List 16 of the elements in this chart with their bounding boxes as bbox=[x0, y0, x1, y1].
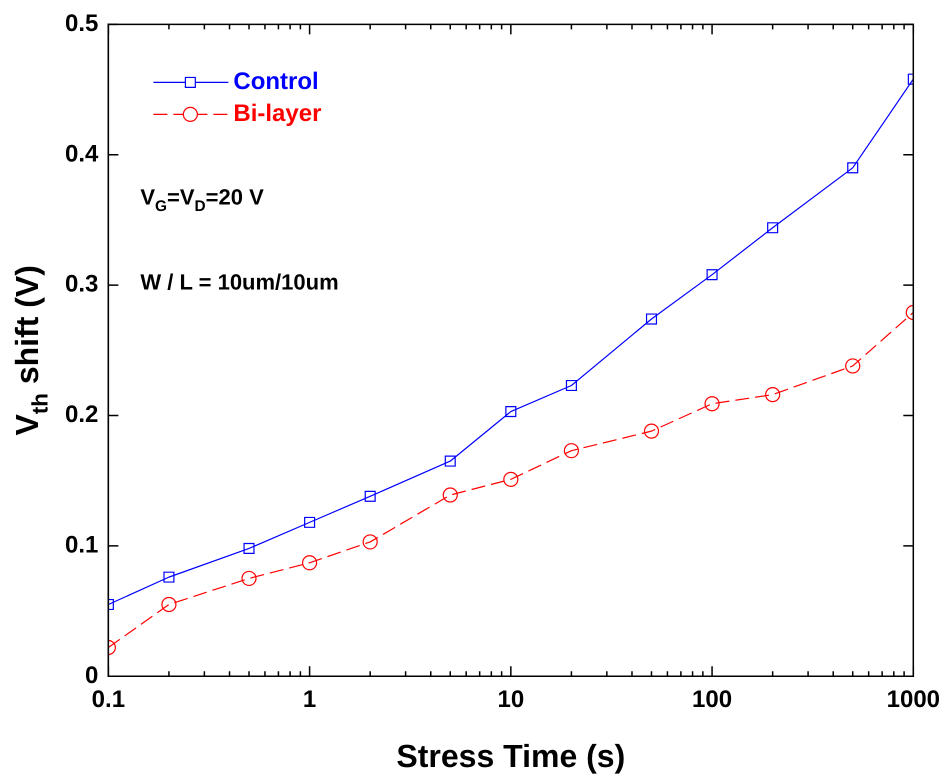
x-tick-label: 1 bbox=[302, 686, 316, 714]
y-tick-label: 0.4 bbox=[64, 140, 100, 168]
annotation: W / L = 10um/10um bbox=[140, 269, 339, 294]
legend-label: Control bbox=[233, 68, 319, 96]
x-tick-label: 0.1 bbox=[92, 686, 126, 714]
y-tick-label: 0 bbox=[85, 662, 98, 689]
x-tick-label: 1000 bbox=[886, 686, 940, 714]
x-tick-label: 10 bbox=[497, 686, 524, 714]
legend-label: Bi-layer bbox=[233, 100, 322, 128]
x-tick-label: 100 bbox=[692, 686, 732, 714]
y-axis-title: Vth shift (V) bbox=[9, 265, 53, 436]
y-tick-label: 0.1 bbox=[64, 531, 98, 558]
y-tick-label: 0.5 bbox=[64, 10, 98, 38]
x-axis-title: Stress Time (s) bbox=[396, 738, 626, 774]
y-tick-label: 0.2 bbox=[64, 401, 98, 428]
y-tick-label: 0.3 bbox=[64, 270, 98, 298]
